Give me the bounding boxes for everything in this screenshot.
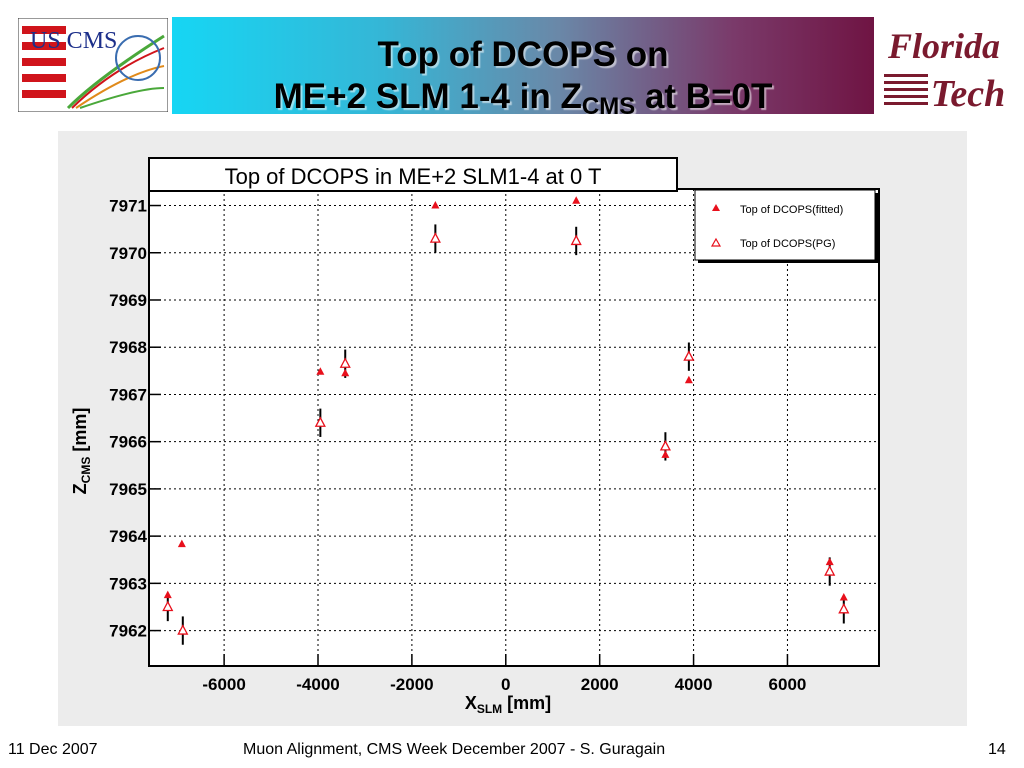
slide-title-line-2: ME+2 SLM 1-4 in ZCMS at B=0T bbox=[172, 77, 874, 127]
y-tick-label: 7964 bbox=[109, 527, 147, 546]
y-tick-label: 7967 bbox=[109, 385, 147, 404]
pg-point bbox=[659, 440, 671, 451]
fitted-point bbox=[163, 590, 172, 599]
data-points bbox=[162, 196, 850, 645]
x-axis-label-sub: SLM bbox=[477, 702, 502, 716]
y-axis-label-unit: [mm] bbox=[70, 408, 90, 457]
fitted-point bbox=[431, 201, 440, 209]
y-tick-label: 7965 bbox=[109, 480, 147, 499]
y-tick-label: 7966 bbox=[109, 433, 147, 452]
fitted-point bbox=[684, 375, 693, 384]
y-axis-label-main: Z bbox=[70, 483, 90, 494]
pg-point bbox=[824, 565, 836, 576]
x-axis-label-unit: [mm] bbox=[502, 693, 551, 713]
pg-point bbox=[570, 234, 582, 246]
pg-point bbox=[162, 600, 174, 612]
uscms-logo-text: US CMS bbox=[30, 28, 117, 54]
slide-title-line-2-tail: at B=0T bbox=[635, 77, 773, 116]
grid bbox=[149, 189, 879, 666]
pg-point bbox=[838, 602, 850, 614]
chart-title-box bbox=[148, 157, 678, 192]
fitted-point bbox=[661, 450, 670, 458]
fitted-point bbox=[825, 557, 834, 566]
fitted-point bbox=[177, 539, 186, 548]
y-tick-label: 7968 bbox=[109, 338, 147, 357]
plot-frame bbox=[148, 188, 880, 667]
slide-title-line-1: Top of DCOPS on bbox=[377, 35, 669, 74]
florida-tech-logo-line-2: Tech bbox=[931, 73, 1006, 112]
y-tick-label: 7962 bbox=[109, 622, 147, 641]
axis-ticks: -6000 -4000 -2000 0 2000 4000 6000 7962 7963 7964… bbox=[109, 197, 806, 694]
footer-page-number: 14 bbox=[988, 741, 1006, 758]
slide-title-line-2-sub: CMS bbox=[581, 93, 636, 120]
y-tick-label: 7971 bbox=[109, 197, 147, 216]
x-tick-label: -2000 bbox=[390, 675, 433, 694]
x-axis-label: XSLM [mm] bbox=[465, 693, 551, 716]
y-tick-label: 7963 bbox=[109, 574, 147, 593]
pg-point bbox=[683, 350, 695, 361]
fitted-point bbox=[316, 367, 325, 375]
chart-title: Top of DCOPS in ME+2 SLM1-4 at 0 T bbox=[225, 164, 602, 189]
scatter-chart: -6000 -4000 -2000 0 2000 4000 6000 7962 7963 7964… bbox=[70, 157, 880, 716]
fitted-point bbox=[572, 196, 581, 204]
uscms-logo: US CMS bbox=[17, 17, 169, 113]
footer-date: 11 Dec 2007 bbox=[8, 741, 98, 758]
pg-point bbox=[177, 624, 189, 635]
legend-pg-marker bbox=[710, 237, 722, 247]
pg-point bbox=[339, 357, 351, 368]
legend-fitted-marker bbox=[712, 204, 720, 211]
x-tick-label: 0 bbox=[501, 675, 510, 694]
legend-pg-label: Top of DCOPS(PG) bbox=[740, 238, 835, 250]
x-tick-label: -4000 bbox=[296, 675, 339, 694]
legend-fitted-label: Top of DCOPS(fitted) bbox=[740, 204, 843, 216]
y-tick-label: 7969 bbox=[109, 291, 147, 310]
legend: Top of DCOPS(fitted) Top of DCOPS(PG) bbox=[694, 189, 878, 263]
x-tick-label: 4000 bbox=[675, 675, 713, 694]
x-tick-label: 2000 bbox=[581, 675, 619, 694]
slide-title-line-2-main: ME+2 SLM 1-4 in Z bbox=[273, 77, 582, 116]
fitted-point bbox=[341, 368, 350, 377]
y-tick-label: 7970 bbox=[109, 244, 147, 263]
x-axis-label-main: X bbox=[465, 693, 477, 713]
x-tick-label: -6000 bbox=[202, 675, 245, 694]
footer-presentation-info: Muon Alignment, CMS Week December 2007 -… bbox=[243, 741, 666, 758]
x-tick-label: 6000 bbox=[769, 675, 807, 694]
florida-tech-logo: Florida Tech bbox=[880, 18, 1008, 115]
plot-panel: -6000 -4000 -2000 0 2000 4000 6000 7962 7963 7964… bbox=[58, 131, 967, 726]
pg-point bbox=[429, 232, 441, 243]
pg-point bbox=[314, 416, 326, 427]
y-axis-label-sub: CMS bbox=[79, 457, 93, 484]
y-axis-label: ZCMS [mm] bbox=[70, 408, 93, 495]
fitted-point bbox=[839, 593, 848, 601]
florida-tech-logo-line-1: Florida bbox=[887, 26, 1000, 66]
legend-box bbox=[694, 189, 876, 261]
title-banner: Top of DCOPS on ME+2 SLM 1-4 in ZCMS at … bbox=[172, 17, 874, 120]
